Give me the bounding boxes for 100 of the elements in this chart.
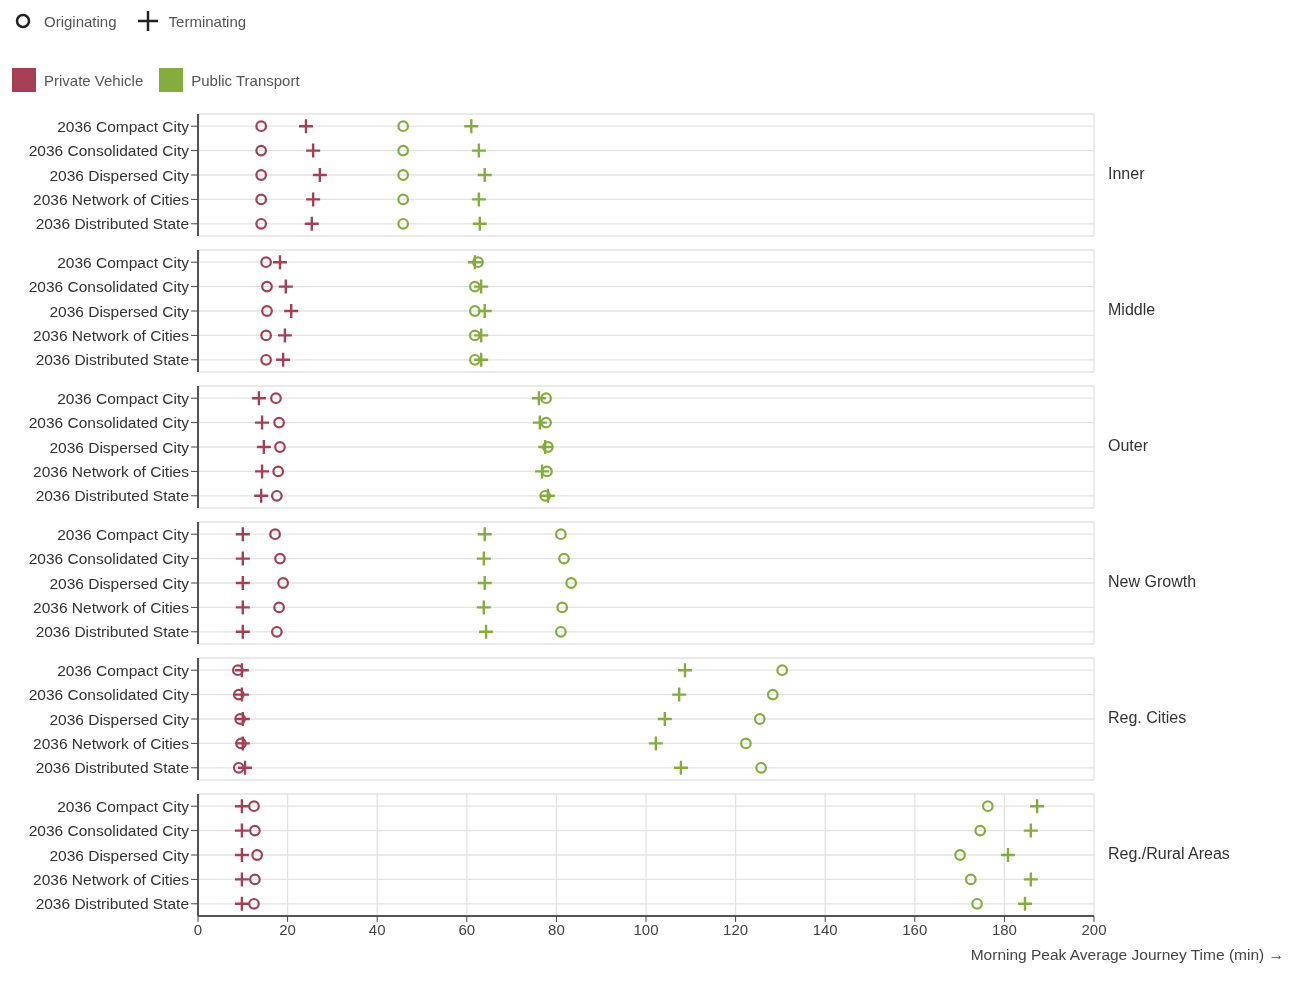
y-tick-label: 2036 Dispersed City: [49, 302, 190, 320]
point: [260, 256, 272, 269]
point: [472, 278, 490, 295]
point: [470, 191, 488, 208]
x-axis-title: Morning Peak Average Journey Time (min) →: [969, 946, 1284, 964]
point: [233, 686, 251, 703]
point: [670, 686, 688, 703]
point: [672, 759, 690, 776]
point: [270, 392, 282, 405]
x-tick-label: 20: [279, 920, 296, 938]
point: [303, 215, 320, 232]
point: [311, 166, 329, 184]
x-tick-label: 200: [1081, 920, 1107, 938]
point: [233, 871, 251, 888]
point: [233, 798, 251, 815]
point: [274, 351, 292, 368]
y2-axis-title: Outer: [1108, 437, 1149, 455]
point: [255, 217, 268, 230]
point: [466, 254, 484, 271]
point: [234, 526, 251, 543]
y-tick-label: 2036 Network of Cities: [33, 190, 190, 208]
point: [540, 392, 552, 405]
y-tick-label: 2036 Consolidated City: [28, 414, 190, 432]
y-tick-label: 2036 Compact City: [57, 525, 190, 543]
y-tick-label: 2036 Consolidated City: [28, 686, 190, 704]
point: [274, 552, 286, 565]
point: [1016, 895, 1034, 912]
point: [397, 217, 410, 230]
point: [755, 761, 768, 774]
point: [233, 662, 251, 679]
point: [235, 737, 247, 750]
point: [974, 824, 987, 837]
point: [476, 574, 493, 592]
y-tick-label: 2036 Distributed State: [35, 623, 189, 641]
point: [272, 465, 285, 478]
y-tick-label: 2036 Dispersed City: [49, 710, 190, 728]
point: [273, 416, 285, 429]
y-tick-label: 2036 Dispersed City: [49, 166, 190, 184]
point: [297, 118, 315, 135]
point: [541, 441, 554, 453]
point: [236, 759, 254, 776]
point: [656, 710, 674, 728]
point: [255, 193, 268, 206]
point: [270, 625, 283, 638]
point: [471, 215, 488, 232]
point: [397, 120, 410, 133]
point: [304, 142, 322, 159]
y-tick-label: 2036 Consolidated City: [28, 142, 190, 160]
x-tick-label: 180: [991, 920, 1017, 938]
point: [252, 487, 270, 504]
point: [530, 390, 548, 407]
point: [232, 761, 245, 774]
y-tick-label: 2036 Dispersed City: [49, 846, 190, 864]
point: [766, 688, 779, 701]
x-tick-label: 100: [633, 920, 659, 938]
point: [753, 713, 766, 725]
y-tick-label: 2036 Distributed State: [35, 351, 189, 369]
point: [468, 353, 481, 366]
y-tick-label: 2036 Distributed State: [35, 215, 189, 233]
y-tick-label: 2036 Dispersed City: [49, 574, 190, 592]
y-tick-label: 2036 Network of Cities: [33, 598, 190, 616]
point: [273, 601, 285, 614]
point: [676, 662, 694, 679]
point: [270, 489, 283, 502]
x-tick-label: 40: [368, 920, 386, 938]
point: [476, 526, 493, 543]
point: [472, 351, 490, 368]
point: [472, 256, 484, 269]
point: [468, 305, 481, 317]
point: [249, 873, 261, 886]
point: [1022, 822, 1040, 839]
point: [537, 438, 554, 456]
x-tick-label: 80: [548, 920, 565, 938]
point: [565, 577, 578, 589]
point: [277, 577, 290, 589]
point: [255, 438, 273, 456]
point: [554, 528, 567, 541]
point: [999, 846, 1017, 864]
point: [232, 688, 245, 701]
y-tick-label: 2036 Network of Cities: [33, 734, 190, 752]
point: [271, 254, 289, 271]
point: [234, 623, 251, 640]
point: [234, 550, 251, 567]
point: [397, 193, 410, 206]
point: [539, 487, 557, 504]
point: [540, 416, 552, 429]
point: [476, 166, 493, 184]
y-tick-label: 2036 Consolidated City: [28, 550, 190, 568]
y-tick-label: 2036 Distributed State: [35, 895, 189, 913]
point: [276, 327, 294, 344]
x-tick-label: 160: [902, 920, 928, 938]
y-tick-label: 2036 Compact City: [57, 661, 190, 679]
x-tick-label: 0: [193, 920, 203, 938]
y-tick-label: 2036 Dispersed City: [49, 438, 190, 456]
point: [277, 278, 295, 295]
point: [556, 601, 569, 614]
y-tick-label: 2036 Network of Cities: [33, 462, 190, 480]
point: [233, 895, 251, 912]
point: [234, 710, 251, 728]
point: [255, 169, 268, 181]
